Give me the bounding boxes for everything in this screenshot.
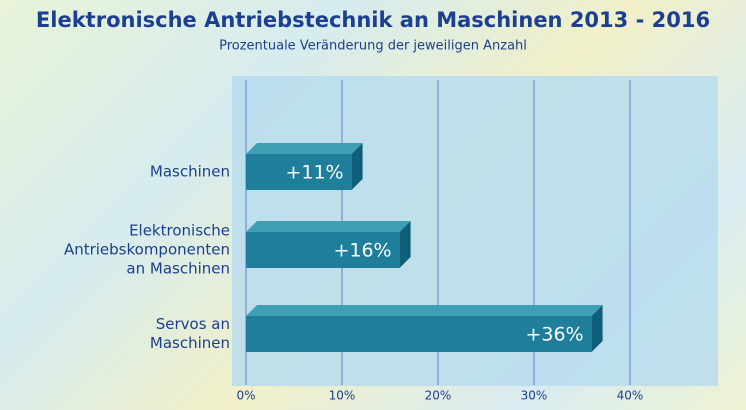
bar-side [399, 221, 411, 268]
x-tick-label: 30% [521, 389, 548, 403]
bar-top [246, 305, 603, 316]
bar [246, 232, 400, 268]
value-label: +11% [285, 162, 343, 184]
bar-side [351, 143, 363, 190]
bar [246, 154, 352, 190]
x-tick-label: 10% [329, 389, 356, 403]
x-tick-label: 40% [617, 389, 644, 403]
value-label: +36% [525, 324, 583, 346]
category-label: Elektronische Antriebskomponenten an Mas… [63, 221, 230, 278]
bar-top [246, 221, 411, 232]
chart-subtitle: Prozentuale Veränderung der jeweiligen A… [219, 39, 527, 54]
bar [246, 316, 592, 352]
x-tick-label: 20% [425, 389, 452, 403]
bar-side [591, 305, 603, 352]
bar-top [246, 143, 363, 154]
x-tick-label: 0% [236, 389, 255, 403]
chart-title: Elektronische Antriebstechnik an Maschin… [36, 8, 710, 32]
value-label: +16% [333, 240, 391, 262]
category-label: Servos an Maschinen [149, 315, 230, 352]
category-label: Maschinen [149, 162, 230, 181]
